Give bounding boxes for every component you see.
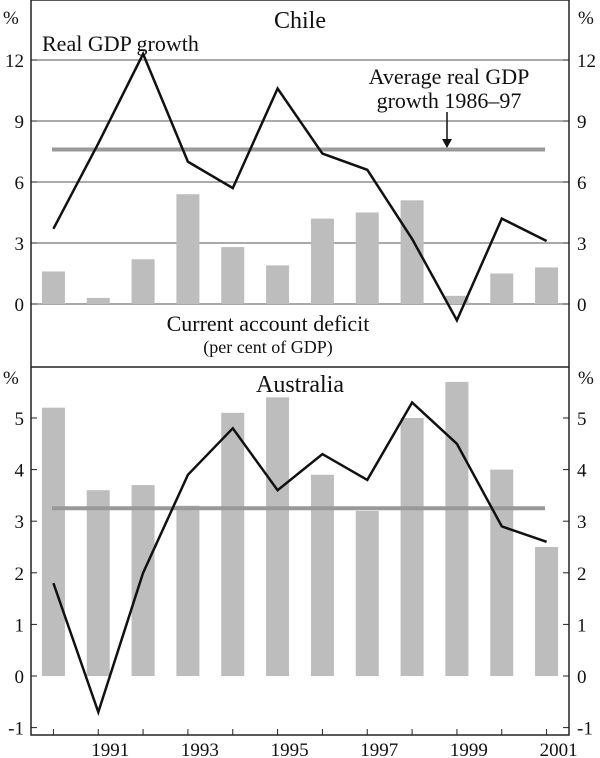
x-tick-label: 1991 [91,740,129,758]
australia-gdp-line [52,400,548,717]
chile-bar-1991 [86,297,110,304]
chile-title: Chile [274,8,326,34]
chile-ytick-right: 6 [577,173,587,194]
chile-ytick-left: 12 [5,51,24,72]
australia-bar-2000 [490,469,514,676]
chile-bar-1990 [41,271,65,304]
chile-bar-1994 [221,247,245,304]
current-account-label-line1: Current account deficit [167,311,370,336]
chile-bar-2001 [535,267,559,304]
chile-bar-2000 [490,273,514,304]
chile-bar-1995 [266,265,290,304]
chile-bars [41,194,559,304]
australia-ytick-left: 0 [15,667,25,688]
australia-ytick-right: -1 [577,719,593,740]
chile-bar-1993 [176,194,200,304]
current-account-label-line2: (per cent of GDP) [203,337,332,358]
australia-ytick-right: 4 [577,461,587,482]
australia-ytick-left: 2 [15,564,25,585]
australia-ytick-right: 5 [577,409,587,430]
chile-bar-1998 [400,200,424,304]
x-tick-label: 2001 [540,740,578,758]
australia-bar-1992 [131,485,155,676]
chile-gdp-line [52,50,548,324]
chile-bar-1996 [310,218,334,304]
australia-ytick-left: 3 [15,512,25,533]
chile-unit-left: % [3,8,19,29]
australia-title: Australia [256,372,344,398]
x-tick-label: 1997 [360,740,398,758]
chile-ytick-right: 3 [577,234,587,255]
australia-ytick-left: 4 [15,461,25,482]
gdp-growth-label: Real GDP growth [42,31,199,56]
chile-ytick-right: 0 [577,295,587,316]
chile-ytick-left: 3 [15,234,25,255]
australia-bar-1990 [41,407,65,676]
average-arrow-head [442,139,452,148]
average-label-line2: growth 1986–97 [377,88,522,113]
australia-ytick-right: 2 [577,564,587,585]
australia-unit-right: % [578,368,594,389]
average-label-line1: Average real GDP [369,64,530,89]
chile-ytick-left: 0 [15,295,25,316]
australia-bar-1997 [355,510,379,676]
australia-bar-1999 [445,381,469,676]
chile-unit-right: % [578,8,594,29]
x-tick-label: 1999 [450,740,488,758]
australia-gdp-line-group [52,400,548,717]
australia-ytick-right: 1 [577,615,587,636]
chile-left-axis: 0 3 6 9 12 [5,51,37,316]
chile-bar-1999 [445,295,469,304]
australia-ytick-left: 5 [15,409,25,430]
australia-bar-2001 [535,547,559,676]
chile-ytick-left: 6 [15,173,25,194]
x-tick-label: 1995 [271,740,309,758]
australia-left-axis: -1 0 1 2 3 4 5 [8,409,37,740]
chile-ytick-left: 9 [15,112,25,133]
australia-unit-left: % [3,368,19,389]
australia-ytick-right: 3 [577,512,587,533]
australia-bar-1993 [176,505,200,676]
australia-ytick-right: 0 [577,667,587,688]
australia-bar-1991 [86,490,110,676]
chile-bar-1992 [131,259,155,304]
australia-ytick-left: 1 [15,615,25,636]
australia-bars [41,381,559,676]
chile-right-axis: 0 3 6 9 12 [563,51,596,316]
australia-bar-1995 [266,397,290,676]
australia-ytick-left: -1 [8,719,24,740]
australia-bar-1998 [400,418,424,676]
australia-bar-1996 [310,474,334,676]
chile-ytick-right: 9 [577,112,587,133]
australia-bar-1994 [221,412,245,676]
australia-right-axis: -1 0 1 2 3 4 5 [563,409,593,740]
x-axis: 1991 1993 1995 1997 1999 2001 [52,729,578,758]
x-tick-label: 1993 [181,740,219,758]
chile-bar-1997 [355,212,379,304]
chile-gdp-line-group [52,50,548,324]
chile-ytick-right: 12 [577,51,596,72]
